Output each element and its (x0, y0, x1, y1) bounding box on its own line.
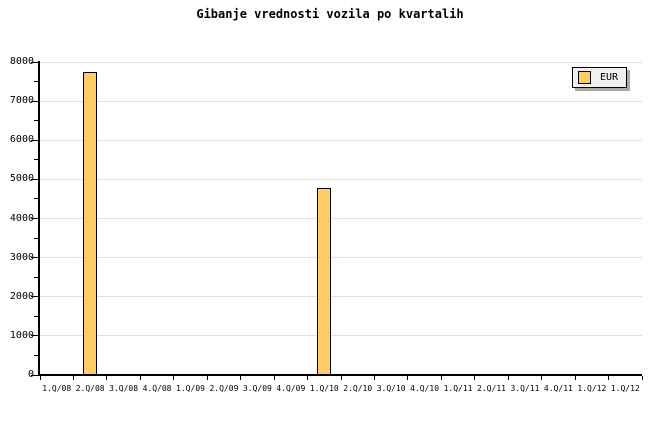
y-axis-line (38, 61, 40, 376)
legend-label: EUR (600, 72, 619, 83)
x-axis-label: 4.Q/08 (142, 384, 172, 393)
y-tick-label: 0 (27, 369, 34, 380)
x-tick (440, 376, 442, 380)
x-axis-label: 3.Q/08 (109, 384, 139, 393)
y-tick-label: 8000 (9, 56, 34, 67)
bar (317, 188, 332, 375)
y-tick-label: 5000 (9, 173, 34, 185)
y-tick-minor (34, 276, 38, 278)
y-tick-label: 3000 (9, 251, 34, 263)
y-tick-minor (34, 120, 38, 122)
x-axis-label: 2.Q/11 (477, 384, 506, 393)
x-axis-label: 4.Q/11 (543, 384, 573, 393)
x-tick (273, 376, 275, 380)
gridline (40, 257, 642, 259)
x-tick (72, 376, 74, 380)
x-tick (641, 376, 643, 380)
legend-box: EUR (572, 67, 627, 88)
y-tick-label: 6000 (9, 134, 34, 146)
x-tick (340, 376, 342, 380)
y-tick-minor (34, 81, 38, 83)
y-tick-label: 4000 (9, 212, 34, 224)
x-axis-label: 1.Q/08 (42, 384, 72, 393)
x-tick (608, 376, 610, 380)
y-tick-major (31, 335, 38, 337)
y-tick-label: 1000 (9, 329, 34, 341)
x-axis-label: 4.Q/10 (410, 384, 440, 393)
x-axis-label: 1.Q/12 (577, 384, 607, 393)
y-tick-minor (34, 315, 38, 317)
y-tick-major (31, 100, 38, 102)
gridline (40, 335, 642, 337)
x-tick (474, 376, 476, 380)
x-tick (574, 376, 576, 380)
x-axis-label: 2.Q/09 (209, 384, 239, 393)
x-axis-label: 2.Q/10 (343, 384, 373, 393)
x-tick (106, 376, 108, 380)
x-tick (139, 376, 141, 380)
gridline (40, 296, 642, 298)
legend-swatch-eur (578, 71, 591, 84)
y-tick-major (31, 61, 38, 63)
x-tick (407, 376, 409, 380)
y-tick-major (31, 296, 38, 298)
x-tick (206, 376, 208, 380)
y-tick-minor (34, 354, 38, 356)
x-axis-label: 1.Q/09 (176, 384, 205, 393)
y-tick-label: 2000 (9, 290, 34, 302)
gridline (40, 100, 642, 102)
gridline (40, 139, 642, 141)
x-tick (39, 376, 41, 380)
y-tick-major (31, 374, 38, 376)
x-tick (541, 376, 543, 380)
x-axis-label: 1.Q/12 (610, 384, 640, 393)
y-tick-minor (34, 198, 38, 200)
x-axis-label: 3.Q/09 (242, 384, 272, 393)
x-axis-label: 1.Q/10 (309, 384, 339, 393)
y-tick-minor (34, 159, 38, 161)
x-axis-line (40, 374, 642, 376)
bar (83, 71, 98, 375)
gridline (40, 178, 642, 180)
y-tick-minor (34, 237, 38, 239)
x-axis-label: 3.Q/11 (510, 384, 540, 393)
x-tick (307, 376, 309, 380)
x-tick (373, 376, 375, 380)
x-axis-label: 1.Q/11 (443, 384, 473, 393)
x-axis-label: 4.Q/09 (276, 384, 306, 393)
gridline (40, 218, 642, 219)
x-tick (240, 376, 242, 380)
y-tick-major (31, 257, 38, 259)
y-tick-label: 7000 (9, 95, 34, 107)
x-axis-label: 3.Q/10 (376, 384, 406, 393)
y-tick-major (31, 218, 38, 219)
x-axis-label: 2.Q/08 (75, 384, 105, 393)
x-tick (173, 376, 175, 380)
chart-title: Gibanje vrednosti vozila po kvartalih (196, 7, 464, 21)
gridline (40, 61, 642, 63)
y-tick-major (31, 178, 38, 180)
x-tick (507, 376, 509, 380)
y-tick-major (31, 139, 38, 141)
